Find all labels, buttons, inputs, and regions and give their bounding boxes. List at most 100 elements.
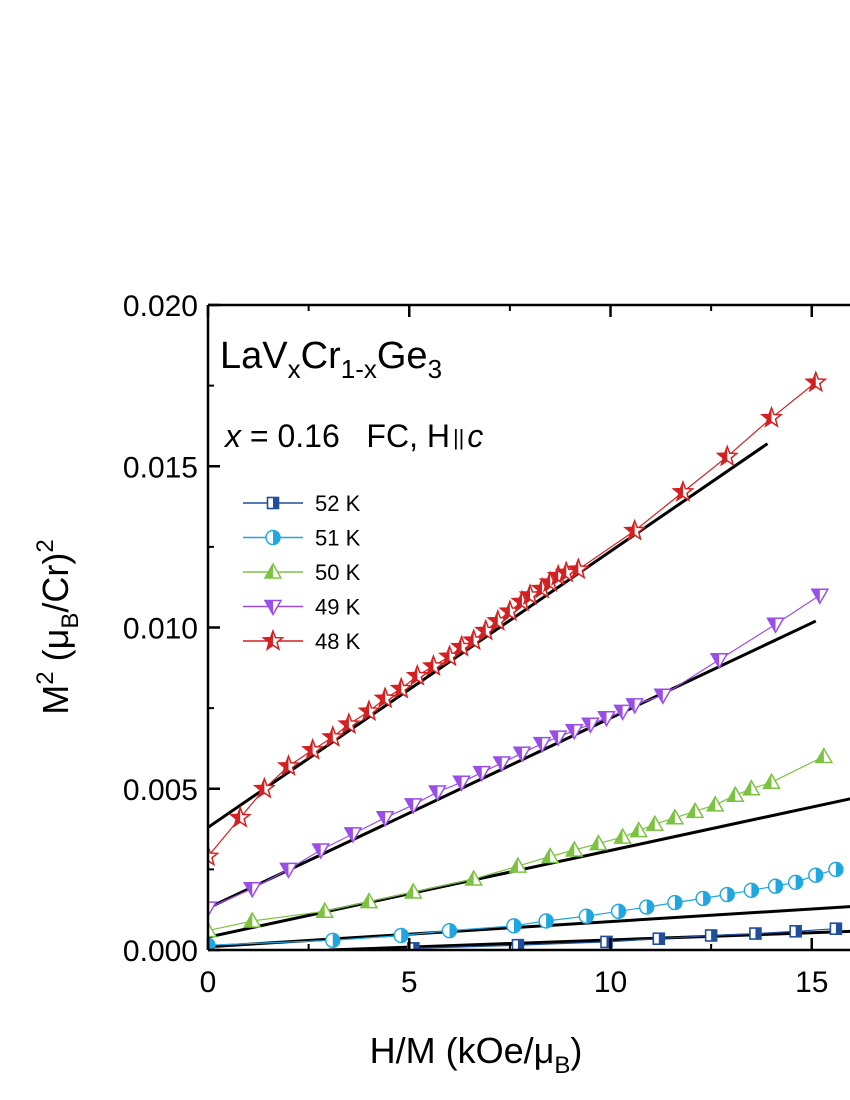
data-point-marker (228, 805, 252, 828)
series-connector-line (208, 594, 821, 909)
data-point-marker (532, 736, 552, 754)
data-point-marker (421, 654, 445, 677)
data-point-marker (789, 924, 802, 938)
data-point-marker (613, 704, 632, 721)
linear-fit-line (208, 797, 850, 939)
data-point-marker (311, 843, 330, 860)
data-point-marker (464, 869, 483, 886)
legend-label: 48 K (315, 629, 361, 654)
data-point-marker (337, 712, 361, 735)
data-point-marker (625, 698, 644, 715)
data-point-marker (581, 717, 600, 734)
x-tick-label: 5 (401, 966, 418, 999)
data-point-marker (652, 932, 666, 946)
y-axis-title: M2 (μB/Cr)2 (32, 539, 84, 714)
data-point-marker (538, 913, 554, 929)
data-point-marker (373, 686, 397, 709)
data-point-marker (653, 688, 673, 705)
data-point-marker (389, 676, 413, 699)
data-point-marker (393, 927, 409, 944)
y-tick-label: 0.000 (123, 935, 198, 968)
data-point-marker (705, 795, 725, 812)
data-point-marker (685, 801, 705, 819)
data-point-marker (762, 772, 781, 790)
legend-label: 52 K (315, 491, 361, 516)
data-point-marker (548, 730, 568, 747)
plot-area (208, 370, 850, 950)
linear-fit-line (208, 619, 817, 910)
data-point-marker (600, 935, 613, 949)
series-connector-line (208, 755, 825, 932)
x-axis-title: H/M (kOe/μB) (370, 1030, 583, 1079)
data-point-marker (540, 846, 560, 864)
linear-fit-line (208, 905, 850, 949)
data-point-marker (814, 746, 834, 764)
data-point-marker (749, 927, 762, 940)
data-point-marker (472, 765, 491, 783)
data-point-marker (597, 711, 616, 728)
data-point-marker (252, 776, 276, 799)
data-point-marker (623, 518, 647, 541)
data-point-marker (403, 798, 423, 815)
series-48-k (208, 370, 828, 867)
data-point-marker (589, 834, 608, 851)
legend-marker (263, 599, 283, 617)
data-point-marker (325, 932, 341, 949)
data-point-marker (452, 775, 471, 792)
data-point-marker (406, 942, 420, 950)
legend: 52 K 51 K 50 K 49 K 48 K (243, 491, 361, 654)
data-point-marker (639, 899, 655, 915)
data-point-marker (759, 405, 784, 428)
series-50-k (208, 746, 834, 938)
data-point-marker (767, 878, 784, 894)
data-point-marker (242, 911, 262, 928)
data-point-marker (578, 908, 595, 924)
data-point-marker (276, 754, 301, 777)
data-point-marker (709, 653, 729, 670)
data-point-marker (508, 856, 528, 873)
data-point-marker (715, 444, 739, 467)
series-51-k (208, 861, 844, 950)
data-point-marker (428, 785, 447, 802)
data-point-marker (743, 882, 760, 899)
data-point-marker (492, 756, 512, 773)
data-point-marker (279, 862, 298, 879)
y-tick-label: 0.005 (123, 774, 198, 807)
y-tick-label: 0.020 (123, 290, 198, 323)
data-point-marker (512, 746, 532, 763)
x-tick-label: 0 (200, 966, 217, 999)
data-point-marker (375, 811, 395, 828)
legend-marker (266, 496, 280, 510)
data-point-marker (506, 918, 522, 934)
data-point-marker (208, 921, 218, 938)
data-point-marker (665, 808, 685, 825)
data-point-marker (343, 827, 363, 844)
data-point-marker (667, 894, 683, 911)
legend-label: 49 K (315, 595, 361, 620)
series-52-k (406, 922, 843, 950)
data-point-marker (321, 725, 345, 747)
data-point-marker (403, 882, 423, 899)
x-tick-label: 10 (594, 966, 627, 999)
data-point-marker (315, 901, 335, 919)
data-point-marker (359, 892, 379, 909)
data-point-marker (742, 779, 761, 796)
data-point-marker (719, 886, 735, 903)
compound-formula: LaVxCr1-xGe3 (220, 335, 442, 384)
legend-label: 51 K (315, 526, 361, 551)
legend-marker (263, 562, 283, 579)
legend-entry: 50 K (243, 560, 361, 585)
legend-label: 50 K (315, 560, 361, 585)
legend-entry: 49 K (243, 595, 361, 620)
data-point-marker (610, 903, 627, 919)
measurement-conditions: x = 0.16 FC, H ||c (223, 418, 483, 454)
axes (206, 303, 850, 952)
data-point-marker (511, 938, 525, 950)
data-point-marker (208, 844, 220, 867)
data-point-marker (208, 937, 216, 950)
data-point-marker (829, 922, 843, 936)
data-point-marker (787, 874, 804, 890)
data-point-marker (613, 827, 632, 844)
data-point-marker (629, 821, 648, 838)
